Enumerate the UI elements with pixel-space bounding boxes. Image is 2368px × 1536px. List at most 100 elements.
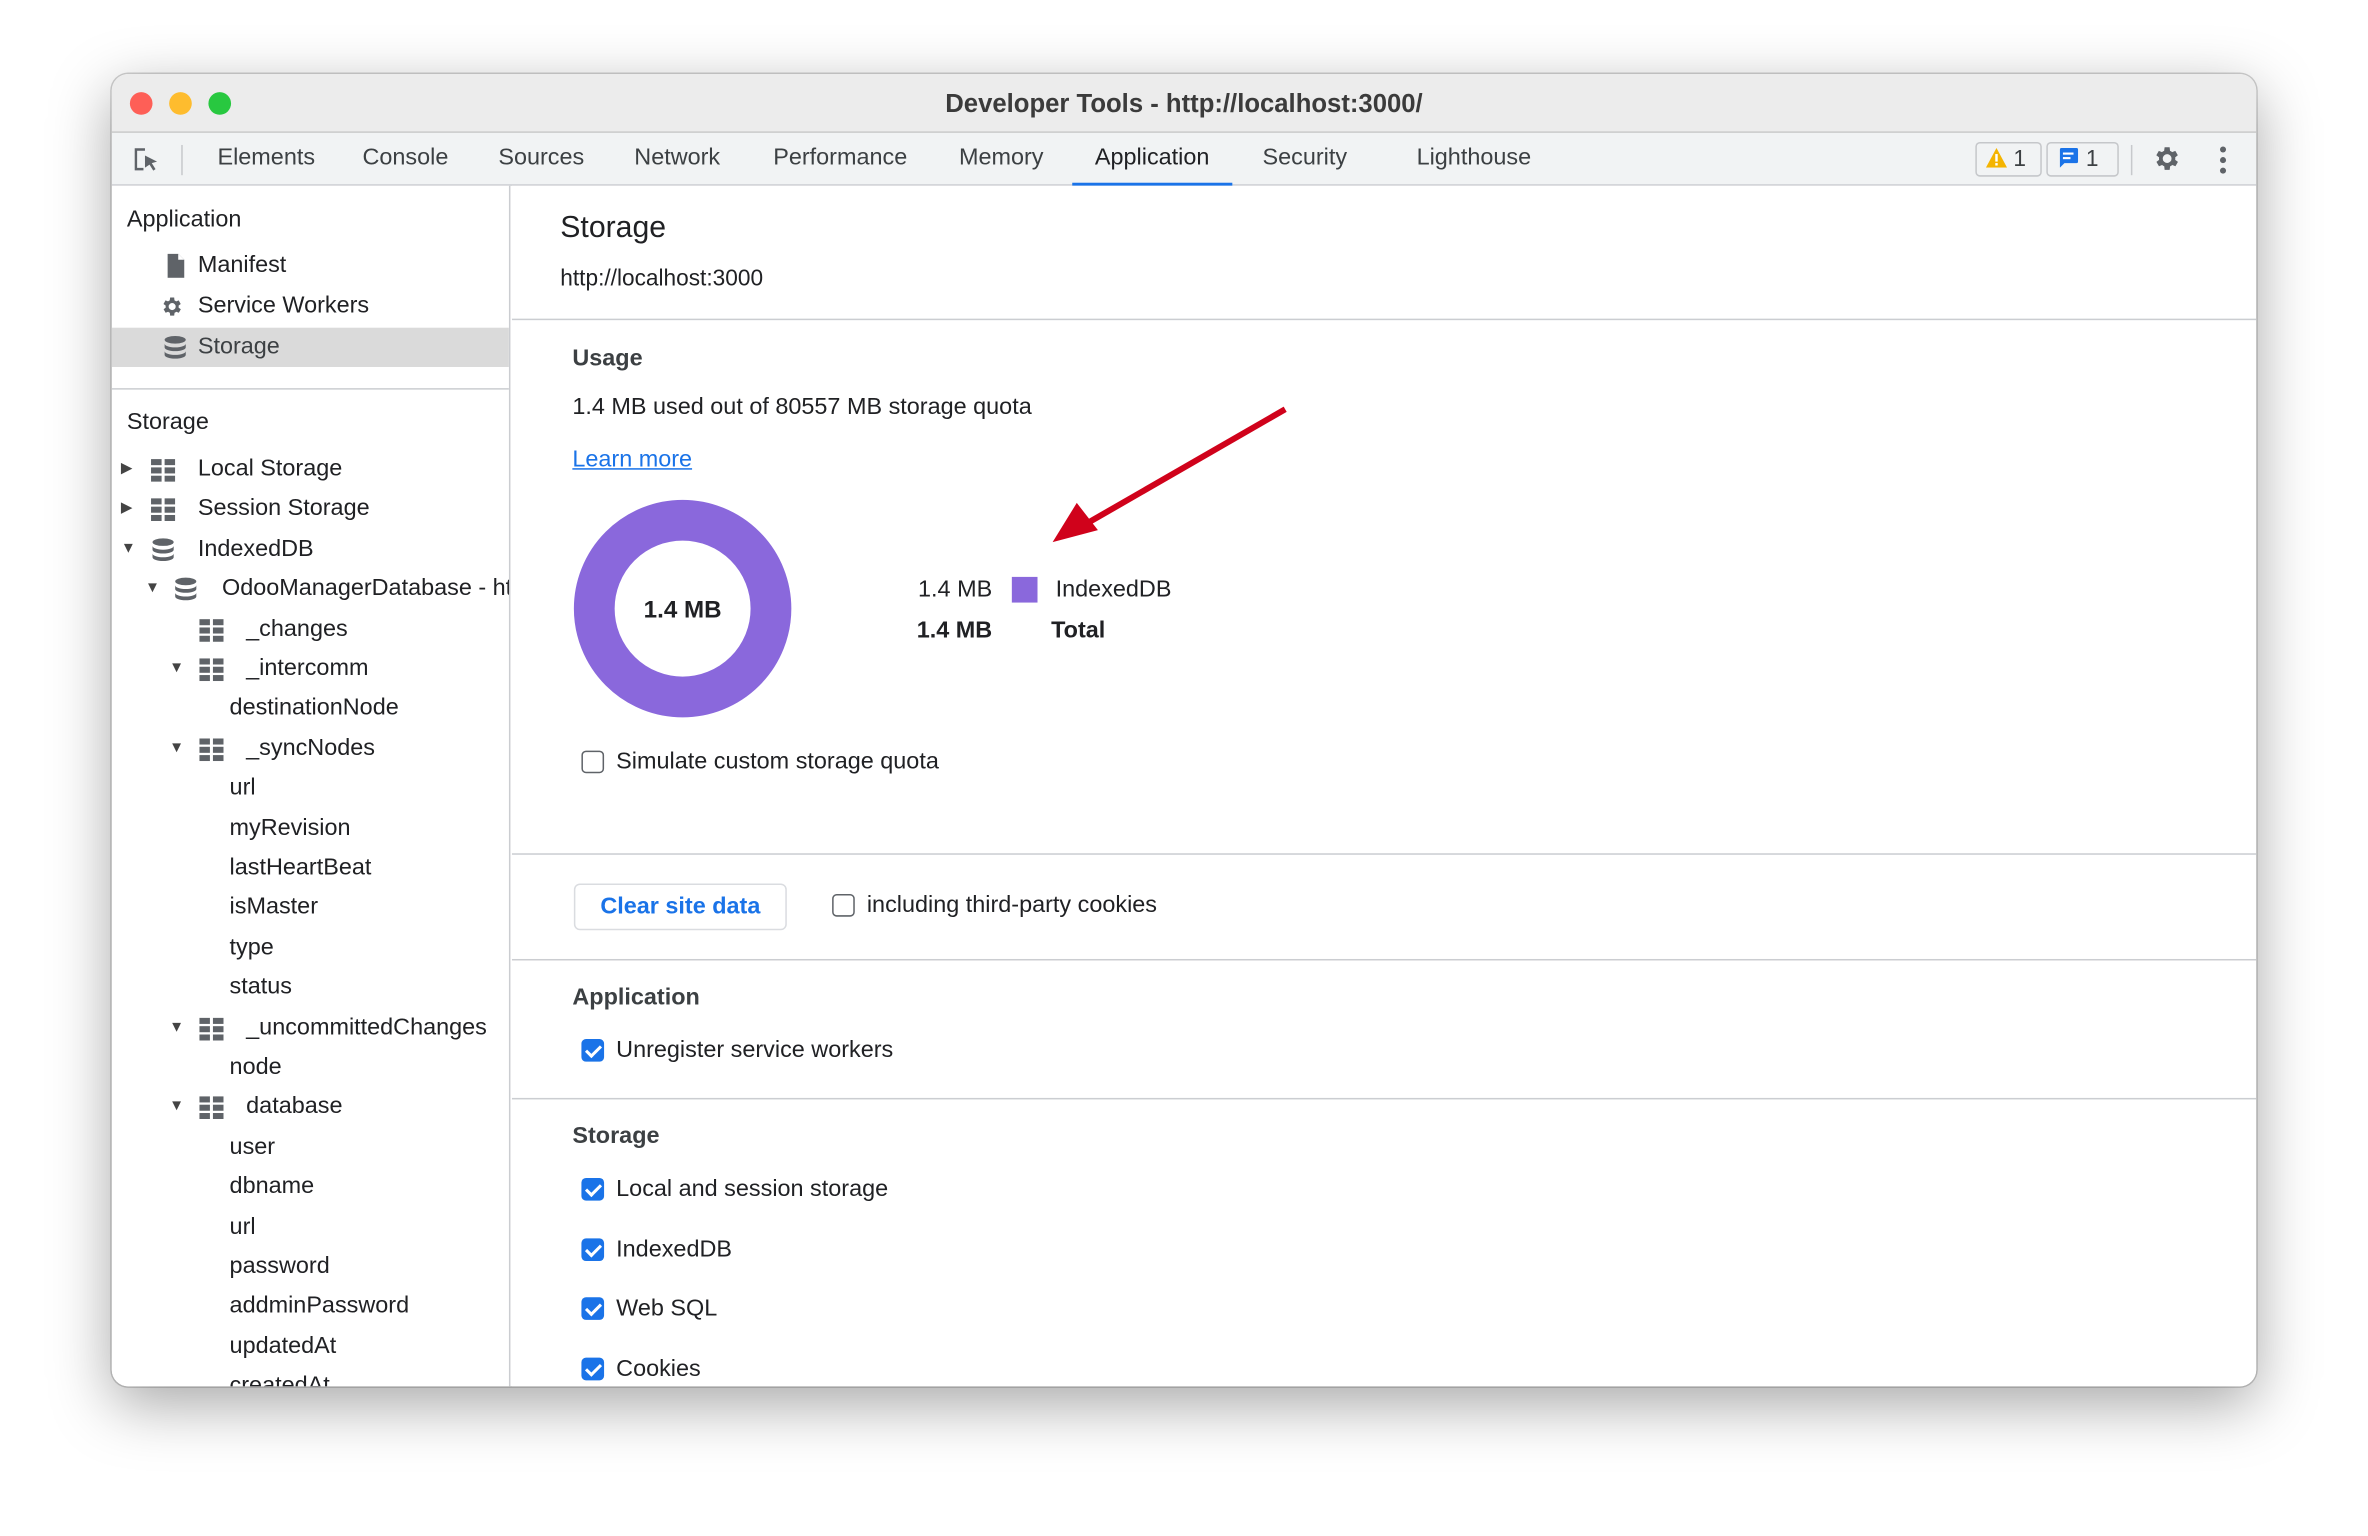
- minimize-window-button[interactable]: [169, 92, 192, 115]
- settings-gear-icon[interactable]: [2152, 143, 2182, 173]
- tab-security[interactable]: Security: [1262, 144, 1348, 171]
- cookies-checkbox[interactable]: [581, 1357, 605, 1381]
- sidebar-tree-item[interactable]: addminPassword: [112, 1287, 509, 1326]
- sidebar-tree-item[interactable]: url: [112, 769, 509, 808]
- tab-console[interactable]: Console: [362, 144, 449, 171]
- tab-performance[interactable]: Performance: [773, 144, 908, 171]
- sidebar-tree-item[interactable]: isMaster: [112, 889, 509, 928]
- third-party-cookies-checkbox[interactable]: [832, 894, 855, 917]
- unregister-sw-checkbox[interactable]: [581, 1039, 605, 1062]
- simulate-quota-checkbox[interactable]: [581, 750, 605, 774]
- sidebar-tree-label: OdooManagerDatabase - http://localhost:3…: [221, 575, 511, 602]
- sidebar-item-label: Manifest: [197, 252, 287, 278]
- warnings-badge[interactable]: 1: [1975, 141, 2042, 177]
- sidebar-tree-item[interactable]: myRevision: [112, 809, 509, 848]
- tab-application[interactable]: Application: [1072, 133, 1233, 186]
- tab-sources[interactable]: Sources: [498, 144, 585, 171]
- sidebar-tree-label: dbname: [229, 1173, 315, 1200]
- zoom-window-button[interactable]: [208, 92, 232, 115]
- legend-total-label: Total: [1051, 617, 1106, 644]
- messages-badge[interactable]: 1: [2046, 141, 2119, 177]
- learn-more-link[interactable]: Learn more: [572, 447, 693, 473]
- sidebar-tree-label: lastHeartBeat: [229, 854, 372, 881]
- storage-section-heading: Storage: [572, 1123, 660, 1150]
- usage-donut-chart: 1.4 MB: [573, 499, 792, 718]
- sidebar-tree-label: IndexedDB: [197, 535, 314, 562]
- donut-segment-indexeddb: [573, 499, 792, 718]
- sidebar-tree-label: type: [229, 934, 274, 961]
- sidebar-tree-item[interactable]: password: [112, 1247, 509, 1286]
- storage-panel: Storage http://localhost:3000 Usage 1.4 …: [511, 185, 2257, 1387]
- sidebar-tree-item[interactable]: type: [112, 928, 509, 967]
- sidebar-tree-item[interactable]: destinationNode: [112, 689, 509, 728]
- third-party-cookies-label: including third-party cookies: [866, 892, 1158, 919]
- grid-icon: [151, 459, 176, 482]
- indexeddb-checkbox[interactable]: [581, 1238, 605, 1262]
- close-window-button[interactable]: [129, 92, 153, 115]
- sidebar-tree-label: url: [229, 1213, 256, 1240]
- sidebar-tree-item[interactable]: ▶ Session Storage: [112, 490, 509, 529]
- sidebar-item-label: Service Workers: [197, 292, 370, 319]
- grid-icon: [199, 658, 224, 682]
- collapse-arrow-icon[interactable]: ▼: [169, 1098, 185, 1116]
- messages-count: 1: [2085, 146, 2099, 173]
- web-sql-checkbox[interactable]: [581, 1297, 605, 1320]
- sidebar-tree-item[interactable]: ▼ database: [112, 1088, 509, 1127]
- tab-lighthouse[interactable]: Lighthouse: [1416, 144, 1532, 171]
- expand-arrow-icon[interactable]: ▶: [120, 460, 133, 478]
- database-icon: [152, 538, 174, 561]
- collapse-arrow-icon[interactable]: ▼: [120, 540, 136, 557]
- more-options-icon[interactable]: [2218, 145, 2227, 175]
- sidebar-tree-item[interactable]: dbname: [112, 1168, 509, 1207]
- collapse-arrow-icon[interactable]: ▼: [169, 739, 185, 757]
- database-icon: [164, 336, 186, 359]
- sidebar-tree-item[interactable]: ▼ _uncommittedChanges: [112, 1008, 509, 1047]
- tab-elements[interactable]: Elements: [217, 144, 316, 171]
- grid-icon: [199, 618, 224, 642]
- sidebar-tree-item[interactable]: createdAt: [112, 1367, 509, 1386]
- local-session-storage-checkbox[interactable]: [581, 1177, 605, 1201]
- sidebar-tree-label: isMaster: [229, 894, 319, 921]
- sidebar-item-storage[interactable]: Storage: [111, 327, 509, 367]
- sidebar-tree-label: myRevision: [229, 814, 351, 841]
- collapse-arrow-icon[interactable]: ▼: [144, 580, 160, 597]
- sidebar-tree-item[interactable]: user: [112, 1128, 509, 1167]
- clear-site-data-button[interactable]: Clear site data: [573, 883, 787, 931]
- gear-icon: [163, 297, 181, 316]
- tab-memory[interactable]: Memory: [958, 144, 1044, 171]
- sidebar-tree-item[interactable]: status: [112, 968, 509, 1007]
- sidebar-tree-item[interactable]: ▼ _syncNodes: [112, 729, 509, 768]
- usage-heading: Usage: [572, 345, 643, 372]
- sidebar-tree-item[interactable]: ▶ Local Storage: [112, 450, 509, 489]
- title-bar: Developer Tools - http://localhost:3000/: [111, 73, 2257, 133]
- collapse-arrow-icon[interactable]: ▼: [169, 659, 185, 677]
- sidebar-tree-item[interactable]: url: [112, 1208, 509, 1247]
- sidebar-tree-item[interactable]: ▼ OdooManagerDatabase - http://localhost:…: [112, 570, 509, 609]
- tab-network[interactable]: Network: [634, 144, 721, 171]
- sidebar-tree-item[interactable]: ▼ IndexedDB: [112, 530, 509, 569]
- sidebar-item-service-workers[interactable]: Service Workers: [112, 287, 509, 326]
- sidebar-tree-item[interactable]: lastHeartBeat: [112, 849, 509, 888]
- sidebar-tree-item[interactable]: ▼ _intercomm: [112, 649, 509, 688]
- web-sql-label: Web SQL: [616, 1295, 718, 1322]
- legend-value-indexeddb: 1.4 MB: [918, 576, 993, 603]
- sidebar-tree-label: user: [229, 1133, 276, 1160]
- collapse-arrow-icon[interactable]: ▼: [169, 1018, 185, 1036]
- expand-arrow-icon[interactable]: ▶: [120, 500, 133, 518]
- devtools-window: Developer Tools - http://localhost:3000/…: [111, 73, 2257, 1387]
- sidebar-tree-item[interactable]: updatedAt: [112, 1327, 509, 1366]
- sidebar-tree-item[interactable]: node: [112, 1048, 509, 1087]
- grid-icon: [199, 1096, 224, 1120]
- sidebar-tree-item[interactable]: _changes: [112, 610, 509, 649]
- sidebar-tree-label: url: [229, 775, 256, 801]
- sidebar-heading-application: Application: [126, 206, 242, 233]
- sidebar-tree-label: status: [229, 974, 293, 1001]
- legend-swatch-indexeddb: [1011, 576, 1038, 603]
- sidebar-tree-label: _syncNodes: [246, 735, 375, 761]
- panel-tab-bar: Elements Console Sources Network Perform…: [111, 132, 2257, 186]
- sidebar-tree-label: Session Storage: [197, 495, 370, 522]
- usage-summary: 1.4 MB used out of 80557 MB storage quot…: [572, 394, 1032, 420]
- inspect-element-icon[interactable]: [131, 145, 161, 175]
- application-sidebar: Application Manifest Service Workers Sto…: [111, 185, 511, 1387]
- sidebar-item-manifest[interactable]: Manifest: [112, 246, 509, 285]
